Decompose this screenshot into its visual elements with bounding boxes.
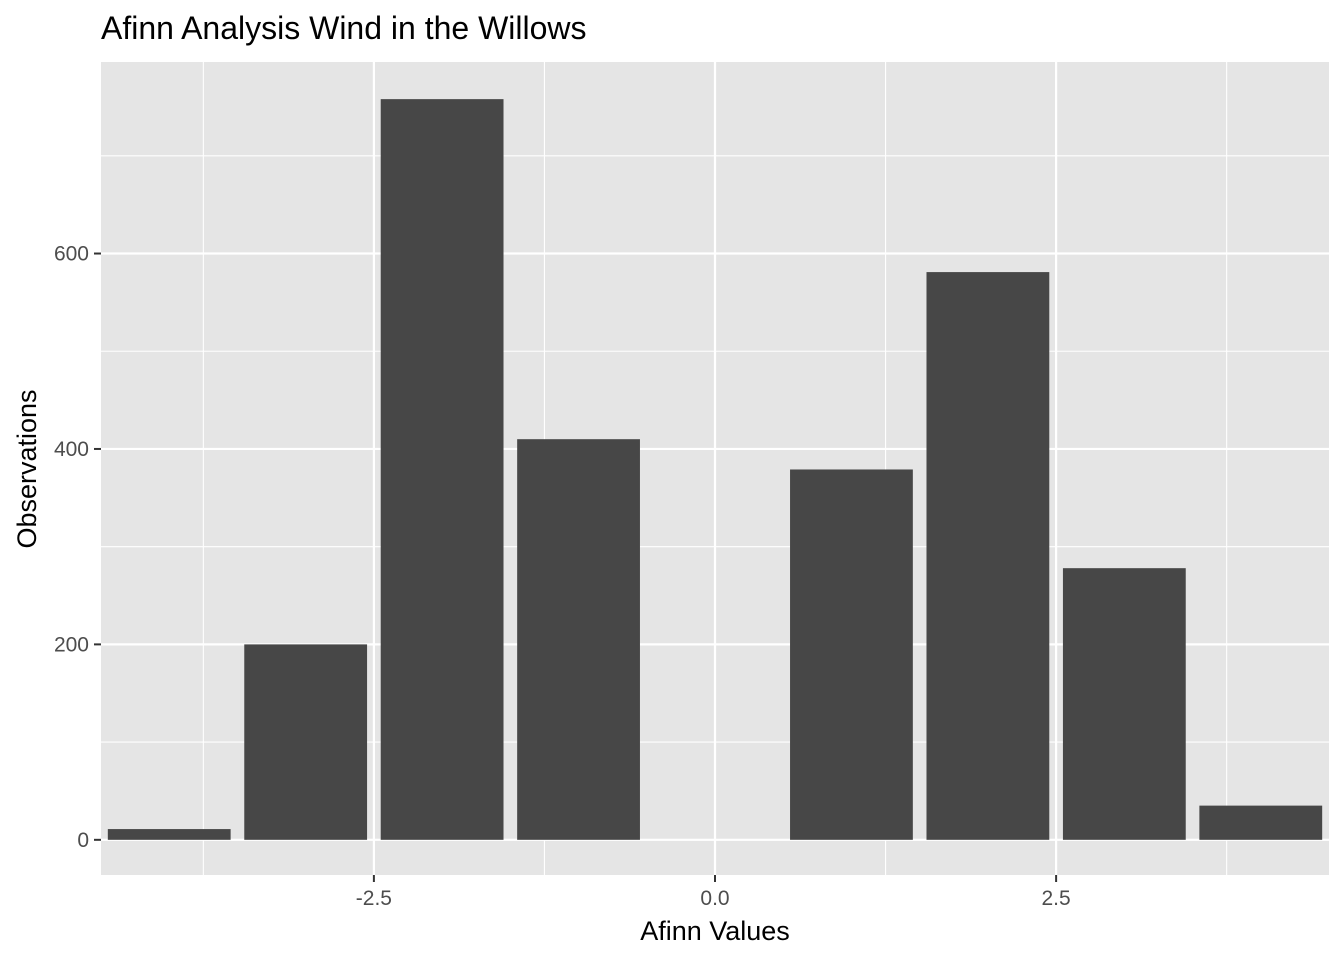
y-tick-label: 600 [54, 243, 89, 266]
x-axis: -2.5 0.0 2.5 [356, 875, 1071, 910]
bar [1199, 805, 1323, 840]
bar [1062, 568, 1186, 840]
bar [244, 644, 368, 840]
x-tick-label: 0.0 [700, 887, 729, 910]
major-gridlines [101, 62, 1329, 875]
bars [107, 99, 1323, 840]
bar [926, 272, 1050, 840]
chart-title: Afinn Analysis Wind in the Willows [101, 10, 587, 46]
x-tick-label: 2.5 [1042, 887, 1071, 910]
x-axis-title: Afinn Values [640, 916, 790, 946]
bar [517, 439, 640, 840]
y-tick-label: 200 [54, 633, 89, 656]
bar [380, 99, 504, 840]
y-tick-label: 0 [77, 829, 89, 852]
bar [107, 829, 231, 840]
x-tick-label: -2.5 [356, 887, 392, 910]
bar [790, 469, 913, 840]
y-axis: 0 200 400 600 [54, 243, 101, 852]
y-tick-label: 400 [54, 438, 89, 461]
y-axis-title: Observations [12, 389, 42, 548]
